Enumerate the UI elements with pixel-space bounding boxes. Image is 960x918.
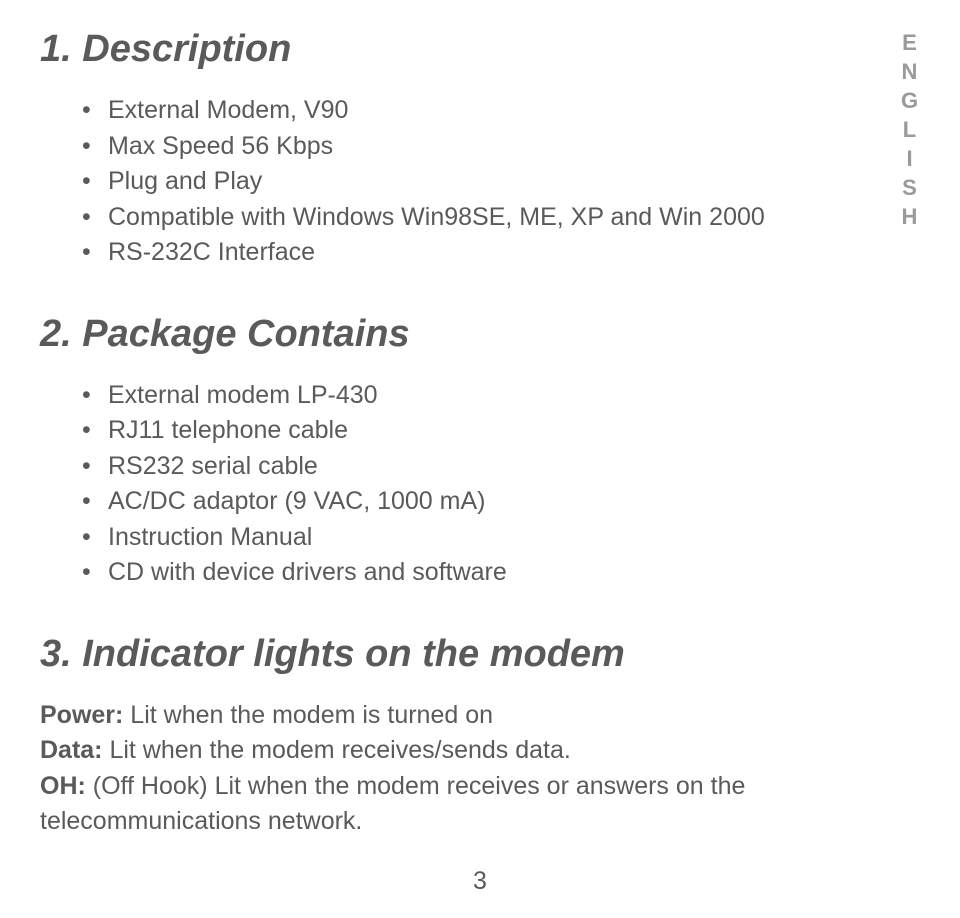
indicator-line-power: Power: Lit when the modem is turned on <box>40 698 820 734</box>
section-heading: 3. Indicator lights on the modem <box>40 633 820 676</box>
section-heading: 1. Description <box>40 28 820 71</box>
list-item: External modem LP-430 <box>82 378 820 414</box>
list-item: External Modem, V90 <box>82 93 820 129</box>
package-list: External modem LP-430 RJ11 telephone cab… <box>40 378 820 591</box>
section-description: 1. Description External Modem, V90 Max S… <box>40 28 820 271</box>
indicator-lead: Data: <box>40 736 103 764</box>
indicator-lead: OH: <box>40 772 86 800</box>
indicator-text: Lit when the modem is turned on <box>123 701 493 729</box>
section-package-contains: 2. Package Contains External modem LP-43… <box>40 313 820 591</box>
indicator-text: Lit when the modem receives/sends data. <box>103 736 571 764</box>
list-item: CD with device drivers and software <box>82 555 820 591</box>
page-number: 3 <box>0 867 960 896</box>
indicator-lead: Power: <box>40 701 123 729</box>
section-heading: 2. Package Contains <box>40 313 820 356</box>
indicator-text: (Off Hook) Lit when the modem receives o… <box>40 772 745 836</box>
list-item: RS232 serial cable <box>82 449 820 485</box>
list-item: RS-232C Interface <box>82 235 820 271</box>
list-item: Max Speed 56 Kbps <box>82 129 820 165</box>
list-item: Compatible with Windows Win98SE, ME, XP … <box>82 200 820 236</box>
indicator-line-data: Data: Lit when the modem receives/sends … <box>40 733 820 769</box>
indicator-line-oh: OH: (Off Hook) Lit when the modem receiv… <box>40 769 820 840</box>
section-indicator-lights: 3. Indicator lights on the modem Power: … <box>40 633 820 840</box>
list-item: Instruction Manual <box>82 520 820 556</box>
list-item: AC/DC adaptor (9 VAC, 1000 mA) <box>82 484 820 520</box>
list-item: Plug and Play <box>82 164 820 200</box>
language-side-label: ENGLISH <box>896 30 922 233</box>
description-list: External Modem, V90 Max Speed 56 Kbps Pl… <box>40 93 820 271</box>
list-item: RJ11 telephone cable <box>82 413 820 449</box>
manual-page: ENGLISH 1. Description External Modem, V… <box>0 0 960 918</box>
